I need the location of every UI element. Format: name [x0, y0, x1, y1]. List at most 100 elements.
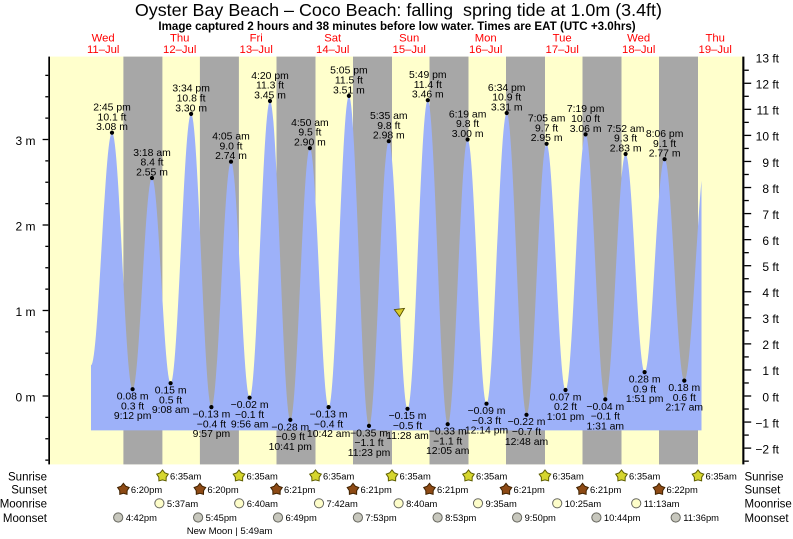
- svg-text:−0.22 m: −0.22 m: [508, 417, 546, 428]
- svg-text:3.31 m: 3.31 m: [491, 102, 523, 113]
- svg-text:2.74 m: 2.74 m: [215, 151, 247, 162]
- svg-text:0.28 m: 0.28 m: [629, 375, 661, 386]
- svg-text:9:12 pm: 9:12 pm: [114, 411, 152, 422]
- svg-text:11.5 ft: 11.5 ft: [335, 76, 363, 87]
- svg-text:6:21pm: 6:21pm: [437, 484, 468, 495]
- svg-text:10.8 ft: 10.8 ft: [177, 94, 206, 105]
- svg-text:6:21pm: 6:21pm: [590, 484, 621, 495]
- svg-text:0 m: 0 m: [15, 390, 35, 404]
- svg-text:3:34 pm: 3:34 pm: [172, 84, 210, 95]
- svg-text:6:35am: 6:35am: [400, 471, 431, 482]
- svg-text:−0.3 ft: −0.3 ft: [472, 416, 501, 427]
- svg-text:11:23 pm: 11:23 pm: [348, 448, 391, 459]
- svg-text:1:31 am: 1:31 am: [587, 421, 625, 432]
- svg-text:10:44pm: 10:44pm: [604, 512, 641, 523]
- svg-text:3.06 m: 3.06 m: [570, 124, 602, 135]
- svg-text:0.07 m: 0.07 m: [550, 392, 582, 403]
- svg-text:−0.13 m: −0.13 m: [192, 410, 230, 421]
- svg-text:Tue: Tue: [553, 33, 572, 45]
- svg-text:6:20pm: 6:20pm: [131, 484, 162, 495]
- svg-text:3.46 m: 3.46 m: [412, 90, 444, 101]
- svg-text:9:57 pm: 9:57 pm: [193, 429, 231, 440]
- svg-text:0 ft: 0 ft: [762, 390, 779, 404]
- svg-text:12:14 pm: 12:14 pm: [465, 426, 508, 437]
- svg-text:6 ft: 6 ft: [762, 234, 779, 248]
- svg-text:6:35am: 6:35am: [170, 471, 201, 482]
- svg-text:Mon: Mon: [475, 33, 497, 45]
- svg-text:12 ft: 12 ft: [756, 78, 780, 92]
- svg-text:0.5 ft: 0.5 ft: [159, 395, 182, 406]
- svg-text:Moonrise: Moonrise: [745, 499, 792, 511]
- svg-text:4:20 pm: 4:20 pm: [251, 71, 289, 82]
- svg-text:5:37am: 5:37am: [167, 498, 198, 509]
- svg-text:6:35am: 6:35am: [476, 471, 507, 482]
- svg-text:13 ft: 13 ft: [756, 52, 780, 66]
- svg-text:1 ft: 1 ft: [762, 364, 779, 378]
- svg-text:11–Jul: 11–Jul: [87, 44, 119, 56]
- svg-text:3:18 am: 3:18 am: [133, 148, 171, 159]
- svg-text:−0.7 ft: −0.7 ft: [512, 427, 541, 438]
- svg-text:9.1 ft: 9.1 ft: [653, 139, 676, 150]
- svg-text:Moonset: Moonset: [745, 513, 790, 525]
- svg-text:12–Jul: 12–Jul: [163, 44, 196, 56]
- svg-text:9.7 ft: 9.7 ft: [535, 123, 558, 134]
- svg-text:Wed: Wed: [92, 33, 115, 45]
- svg-text:5:49 pm: 5:49 pm: [409, 70, 447, 81]
- svg-text:11.3 ft: 11.3 ft: [256, 81, 284, 92]
- svg-text:15–Jul: 15–Jul: [393, 44, 426, 56]
- svg-text:Sunset: Sunset: [11, 485, 48, 497]
- svg-text:11:36pm: 11:36pm: [683, 512, 719, 523]
- svg-text:4:42pm: 4:42pm: [126, 512, 157, 523]
- svg-text:Moonset: Moonset: [3, 513, 48, 525]
- svg-text:8 ft: 8 ft: [762, 182, 779, 196]
- svg-text:Sunrise: Sunrise: [8, 471, 47, 483]
- svg-text:9:50pm: 9:50pm: [525, 512, 556, 523]
- svg-text:6:20pm: 6:20pm: [207, 484, 238, 495]
- svg-text:18–Jul: 18–Jul: [622, 44, 655, 56]
- svg-text:7:53pm: 7:53pm: [365, 512, 396, 523]
- svg-text:Oyster Bay Beach – Coco Beach:: Oyster Bay Beach – Coco Beach: falling s…: [135, 0, 662, 20]
- svg-text:11:13am: 11:13am: [644, 498, 680, 509]
- svg-text:6:21pm: 6:21pm: [284, 484, 315, 495]
- svg-text:2.83 m: 2.83 m: [610, 143, 642, 154]
- svg-text:4:05 am: 4:05 am: [212, 132, 250, 143]
- svg-text:New Moon | 5:49am: New Moon | 5:49am: [187, 526, 273, 537]
- svg-text:10:41 pm: 10:41 pm: [269, 442, 312, 453]
- svg-text:−0.33 m: −0.33 m: [429, 427, 467, 438]
- svg-text:13–Jul: 13–Jul: [240, 44, 273, 56]
- svg-text:12:48 am: 12:48 am: [505, 437, 548, 448]
- svg-text:3 m: 3 m: [15, 134, 35, 148]
- svg-text:6:21pm: 6:21pm: [361, 484, 392, 495]
- svg-text:Thu: Thu: [170, 33, 189, 45]
- svg-text:−0.02 m: −0.02 m: [231, 400, 269, 411]
- svg-text:Thu: Thu: [705, 33, 724, 45]
- svg-text:10 ft: 10 ft: [756, 130, 780, 144]
- svg-text:3 ft: 3 ft: [762, 312, 779, 326]
- svg-text:6:34 pm: 6:34 pm: [488, 83, 526, 94]
- svg-text:2:45 pm: 2:45 pm: [93, 103, 131, 114]
- svg-text:8:53pm: 8:53pm: [445, 512, 476, 523]
- svg-text:2.77 m: 2.77 m: [649, 149, 681, 160]
- svg-text:9:35am: 9:35am: [486, 498, 517, 509]
- svg-text:−2 ft: −2 ft: [755, 442, 779, 456]
- svg-text:−0.4 ft: −0.4 ft: [197, 419, 226, 430]
- svg-text:2.55 m: 2.55 m: [136, 167, 168, 178]
- svg-text:−0.13 m: −0.13 m: [310, 410, 348, 421]
- svg-text:11.4 ft: 11.4 ft: [414, 80, 442, 91]
- svg-text:Wed: Wed: [627, 33, 650, 45]
- svg-text:7:19 pm: 7:19 pm: [567, 104, 605, 115]
- svg-text:1:51 pm: 1:51 pm: [626, 394, 664, 405]
- svg-text:6:35am: 6:35am: [706, 471, 737, 482]
- svg-text:−0.15 m: −0.15 m: [389, 411, 427, 422]
- svg-text:9.5 ft: 9.5 ft: [298, 128, 321, 139]
- svg-text:3.45 m: 3.45 m: [254, 90, 286, 101]
- svg-text:2.90 m: 2.90 m: [294, 138, 326, 149]
- svg-text:10.9 ft: 10.9 ft: [492, 93, 521, 104]
- svg-text:2 ft: 2 ft: [762, 338, 779, 352]
- svg-text:Moonrise: Moonrise: [0, 499, 47, 511]
- svg-text:−0.28 m: −0.28 m: [271, 422, 309, 433]
- svg-text:19–Jul: 19–Jul: [699, 44, 732, 56]
- svg-text:7:05 am: 7:05 am: [528, 114, 566, 125]
- svg-text:10.1 ft: 10.1 ft: [98, 112, 127, 123]
- svg-text:12:05 am: 12:05 am: [426, 446, 469, 457]
